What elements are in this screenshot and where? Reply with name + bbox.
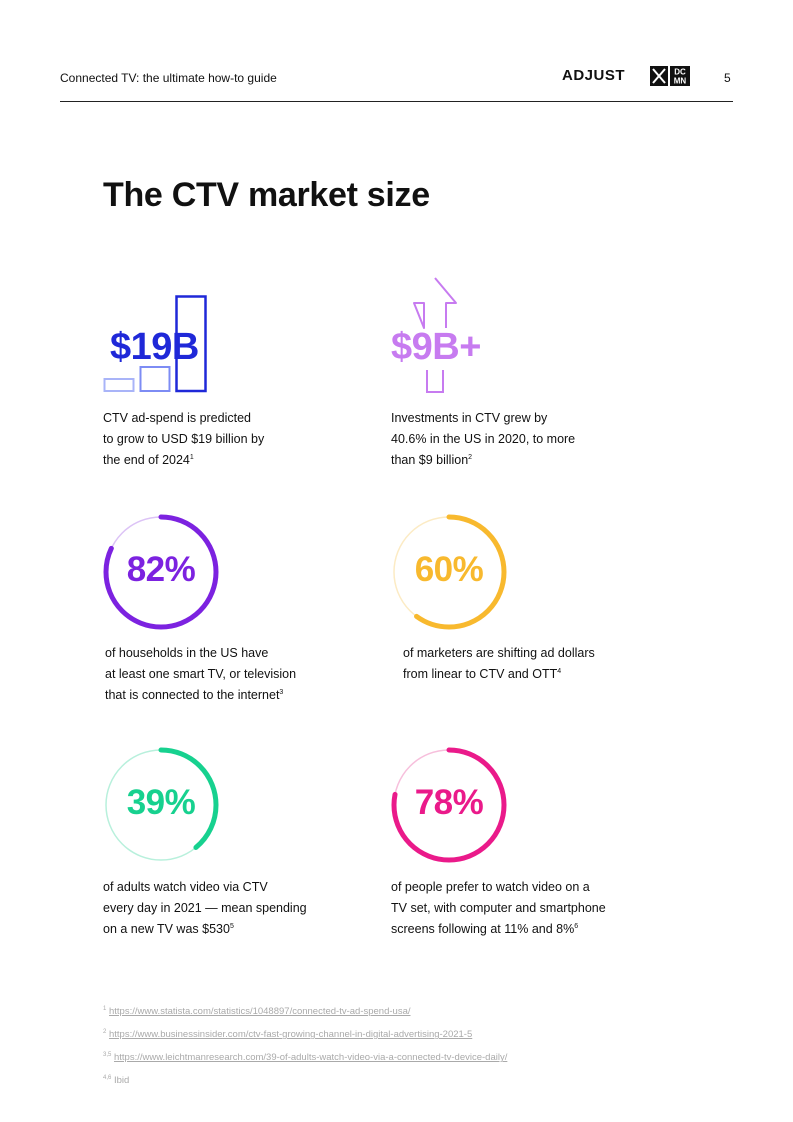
footnote-text: Ibid xyxy=(113,1075,130,1087)
stat-value: $19B xyxy=(110,326,199,368)
stat-value: $9B+ xyxy=(391,326,481,368)
stat-value: 82% xyxy=(126,550,196,589)
ring-progress-arc xyxy=(103,514,219,630)
header-divider xyxy=(60,101,733,102)
stat-description: CTV ad-spend is predicted to grow to USD… xyxy=(103,411,265,467)
stat-description: of adults watch video via CTV every day … xyxy=(103,880,307,936)
footnotes: 1 https://www.statista.com/statistics/10… xyxy=(103,999,507,1092)
ring-progress-arc xyxy=(391,514,507,630)
svg-text:DC: DC xyxy=(674,68,686,77)
stat-value: 60% xyxy=(414,550,484,589)
ring-progress-arc xyxy=(391,747,507,863)
footnote-link[interactable]: https://www.businessinsider.com/ctv-fast… xyxy=(108,1029,473,1041)
svg-text:MN: MN xyxy=(674,77,687,86)
footnote-link[interactable]: https://www.statista.com/statistics/1048… xyxy=(108,1006,411,1018)
progress-ring xyxy=(391,514,507,630)
footnote: 1 https://www.statista.com/statistics/10… xyxy=(103,1006,411,1018)
footnote-link[interactable]: https://www.leichtmanresearch.com/39-of-… xyxy=(113,1052,508,1064)
page-number: 5 xyxy=(724,71,731,85)
footnote: 2 https://www.businessinsider.com/ctv-fa… xyxy=(103,1029,473,1041)
page-title: The CTV market size xyxy=(103,176,430,214)
progress-ring xyxy=(103,747,219,863)
bar-growth-icon xyxy=(103,295,207,393)
stat-description: of marketers are shifting ad dollars fro… xyxy=(403,646,595,681)
stat-description: Investments in CTV grew by 40.6% in the … xyxy=(391,411,576,467)
stat-value: 39% xyxy=(126,783,196,822)
progress-ring xyxy=(391,747,507,863)
arrow-up-icon xyxy=(413,277,457,393)
stat-value: 78% xyxy=(414,783,484,822)
adjust-logo: ADJUST xyxy=(562,67,626,84)
progress-ring xyxy=(103,514,219,630)
stat-description: of people prefer to watch video on a TV … xyxy=(391,880,606,936)
document-title: Connected TV: the ultimate how-to guide xyxy=(60,71,277,85)
stat-description: of households in the US have at least on… xyxy=(105,646,297,702)
footnote: 3,5 https://www.leichtmanresearch.com/39… xyxy=(103,1052,508,1064)
footnote: 4,6 Ibid xyxy=(103,1075,130,1087)
ring-progress-arc xyxy=(103,747,219,863)
dcmn-logo: DC MN xyxy=(650,66,690,86)
